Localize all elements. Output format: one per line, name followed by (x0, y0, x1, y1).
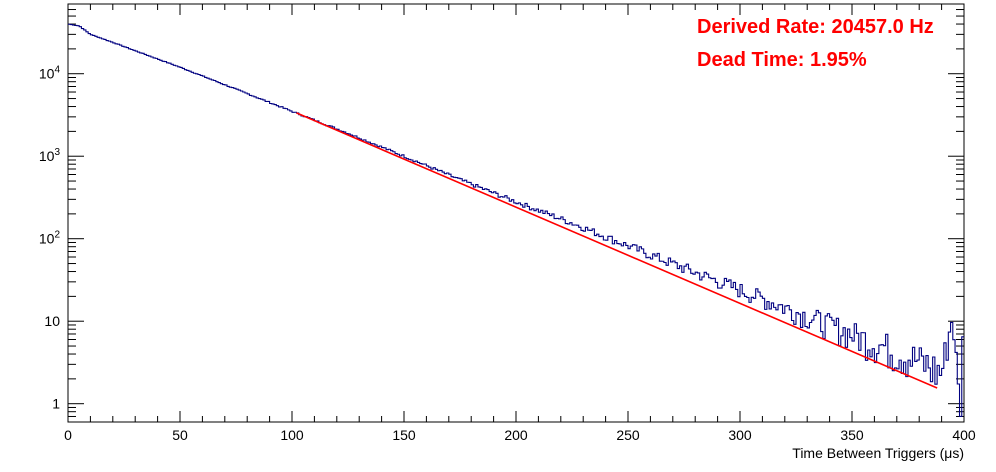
x-tick-label: 0 (64, 427, 72, 443)
y-tick-label: 104 (39, 65, 61, 82)
x-tick-label: 350 (840, 427, 864, 443)
annotation-derived-rate: Derived Rate: 20457.0 Hz (697, 16, 934, 38)
x-axis-title: Time Between Triggers (μs) (792, 445, 964, 461)
series-layer (68, 23, 964, 418)
y-axis: 1 10 102 103 104 (39, 3, 964, 423)
x-tick-label: 50 (172, 427, 188, 443)
x-tick-label: 200 (504, 427, 528, 443)
x-tick-label: 400 (952, 427, 976, 443)
x-axis: 0 50 100 150 200 250 300 350 400 (64, 4, 976, 443)
y-tick-label: 103 (39, 147, 61, 164)
histogram-series (68, 23, 964, 418)
x-tick-label: 100 (280, 427, 304, 443)
fit-line (296, 112, 938, 389)
y-tick-label: 102 (39, 230, 61, 247)
x-tick-label: 300 (728, 427, 752, 443)
y-tick-label: 10 (44, 313, 60, 329)
x-tick-label: 250 (616, 427, 640, 443)
x-tick-label: 150 (392, 427, 416, 443)
y-tick-label: 1 (52, 396, 60, 412)
annotation-dead-time: Dead Time: 1.95% (697, 49, 867, 71)
